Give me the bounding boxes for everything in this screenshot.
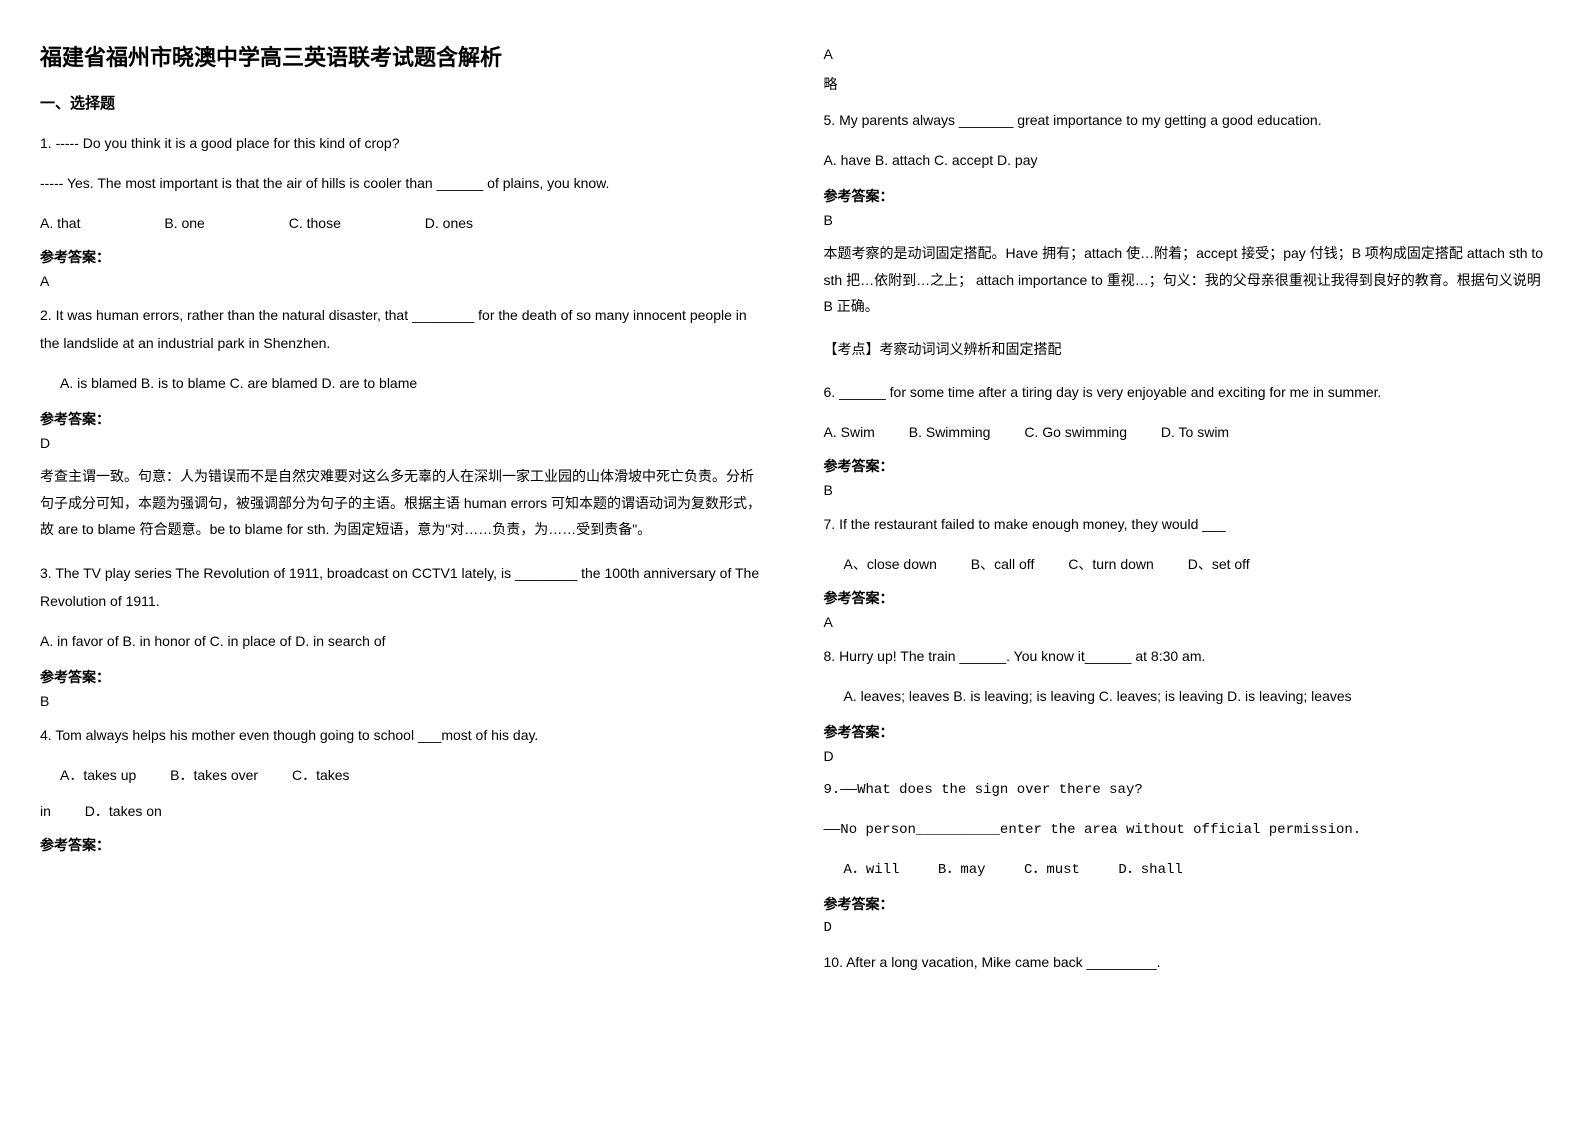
q7-optC: C、turn down [1068, 550, 1154, 578]
q6-optD: D. To swim [1161, 418, 1229, 446]
q6-options: A. Swim B. Swimming C. Go swimming D. To… [824, 418, 1548, 446]
q5-line1: 5. My parents always _______ great impor… [824, 106, 1548, 134]
q9-optA: A．will [844, 856, 900, 884]
q4-line1: 4. Tom always helps his mother even thou… [40, 721, 764, 749]
q4-optC: C．takes [292, 761, 350, 789]
q1-answer-value: A [40, 273, 764, 289]
q5-opts: A. have B. attach C. accept D. pay [824, 146, 1548, 174]
q7-answer-value: A [824, 614, 1548, 630]
q9-answer-value: D [824, 920, 1548, 936]
q9-line2: ——No person__________enter the area with… [824, 816, 1548, 844]
q8-opts: A. leaves; leaves B. is leaving; is leav… [824, 682, 1548, 710]
q1-optA: A. that [40, 209, 80, 237]
q6-optA: A. Swim [824, 418, 875, 446]
q6-answer-value: B [824, 482, 1548, 498]
q3-opts: A. in favor of B. in honor of C. in plac… [40, 627, 764, 655]
q9-options: A．will B．may C．must D．shall [824, 856, 1548, 884]
q1-answer-label: 参考答案： [40, 247, 764, 267]
document-title: 福建省福州市晓澳中学高三英语联考试题含解析 [40, 40, 764, 72]
q7-options: A、close down B、call off C、turn down D、se… [824, 550, 1548, 578]
q8-answer-value: D [824, 748, 1548, 764]
q2-line1: 2. It was human errors, rather than the … [40, 301, 764, 357]
q7-line1: 7. If the restaurant failed to make enou… [824, 510, 1548, 538]
q1-options: A. that B. one C. those D. ones [40, 209, 764, 237]
q9-optC: C．must [1024, 856, 1080, 884]
q7-optA: A、close down [844, 550, 937, 578]
q1-optB: B. one [164, 209, 204, 237]
q9-optB: B．may [938, 856, 986, 884]
q4-optD: D．takes on [85, 797, 162, 825]
q4-answer-label: 参考答案： [40, 835, 764, 855]
q4-optB: B．takes over [170, 761, 258, 789]
q9-line1: 9.——What does the sign over there say? [824, 776, 1548, 804]
q6-answer-label: 参考答案： [824, 456, 1548, 476]
q8-answer-label: 参考答案： [824, 722, 1548, 742]
left-column: 福建省福州市晓澳中学高三英语联考试题含解析 一、选择题 1. ----- Do … [40, 40, 764, 988]
q2-explanation: 考查主谓一致。句意：人为错误而不是自然灾难要对这么多无辜的人在深圳一家工业园的山… [40, 463, 764, 543]
q4-explanation: 略 [824, 74, 1548, 94]
q7-optD: D、set off [1188, 550, 1250, 578]
right-column: A 略 5. My parents always _______ great i… [824, 40, 1548, 988]
q10-line1: 10. After a long vacation, Mike came bac… [824, 948, 1548, 976]
q6-optC: C. Go swimming [1024, 418, 1127, 446]
q6-line1: 6. ______ for some time after a tiring d… [824, 378, 1548, 406]
q4-in: in [40, 797, 51, 825]
q4-optA: A．takes up [40, 761, 136, 789]
q1-optD: D. ones [425, 209, 473, 237]
q2-opts: A. is blamed B. is to blame C. are blame… [40, 369, 764, 397]
q1-line1: 1. ----- Do you think it is a good place… [40, 129, 764, 157]
q5-answer-value: B [824, 212, 1548, 228]
page-container: 福建省福州市晓澳中学高三英语联考试题含解析 一、选择题 1. ----- Do … [40, 40, 1547, 988]
q4-answer-value: A [824, 46, 1548, 62]
q2-answer-value: D [40, 435, 764, 451]
q1-optC: C. those [289, 209, 341, 237]
q9-answer-label: 参考答案： [824, 894, 1548, 914]
q3-answer-label: 参考答案： [40, 667, 764, 687]
q3-line1: 3. The TV play series The Revolution of … [40, 559, 764, 615]
q1-line2: ----- Yes. The most important is that th… [40, 169, 764, 197]
q5-explanation: 本题考察的是动词固定搭配。Have 拥有；attach 使…附着；accept … [824, 240, 1548, 320]
q6-optB: B. Swimming [909, 418, 991, 446]
q7-optB: B、call off [971, 550, 1035, 578]
section-heading: 一、选择题 [40, 92, 764, 113]
q7-answer-label: 参考答案： [824, 588, 1548, 608]
q4-options-row2: in D．takes on [40, 797, 764, 825]
q9-optD: D．shall [1118, 856, 1182, 884]
q4-options-row1: A．takes up B．takes over C．takes [40, 761, 764, 789]
q3-answer-value: B [40, 693, 764, 709]
q2-answer-label: 参考答案： [40, 409, 764, 429]
q5-answer-label: 参考答案： [824, 186, 1548, 206]
q8-line1: 8. Hurry up! The train ______. You know … [824, 642, 1548, 670]
q5-kaodian: 【考点】考察动词词义辨析和固定搭配 [824, 336, 1548, 363]
